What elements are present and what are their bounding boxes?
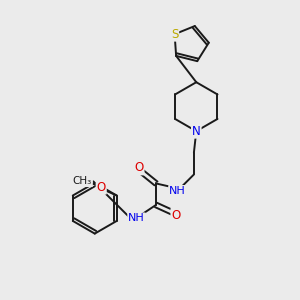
- Text: CH₃: CH₃: [73, 176, 92, 186]
- Text: NH: NH: [169, 186, 186, 196]
- Text: O: O: [97, 181, 106, 194]
- Text: N: N: [192, 125, 201, 138]
- Text: NH: NH: [128, 213, 145, 224]
- Text: O: O: [171, 209, 181, 222]
- Text: O: O: [134, 161, 144, 174]
- Text: S: S: [171, 28, 178, 41]
